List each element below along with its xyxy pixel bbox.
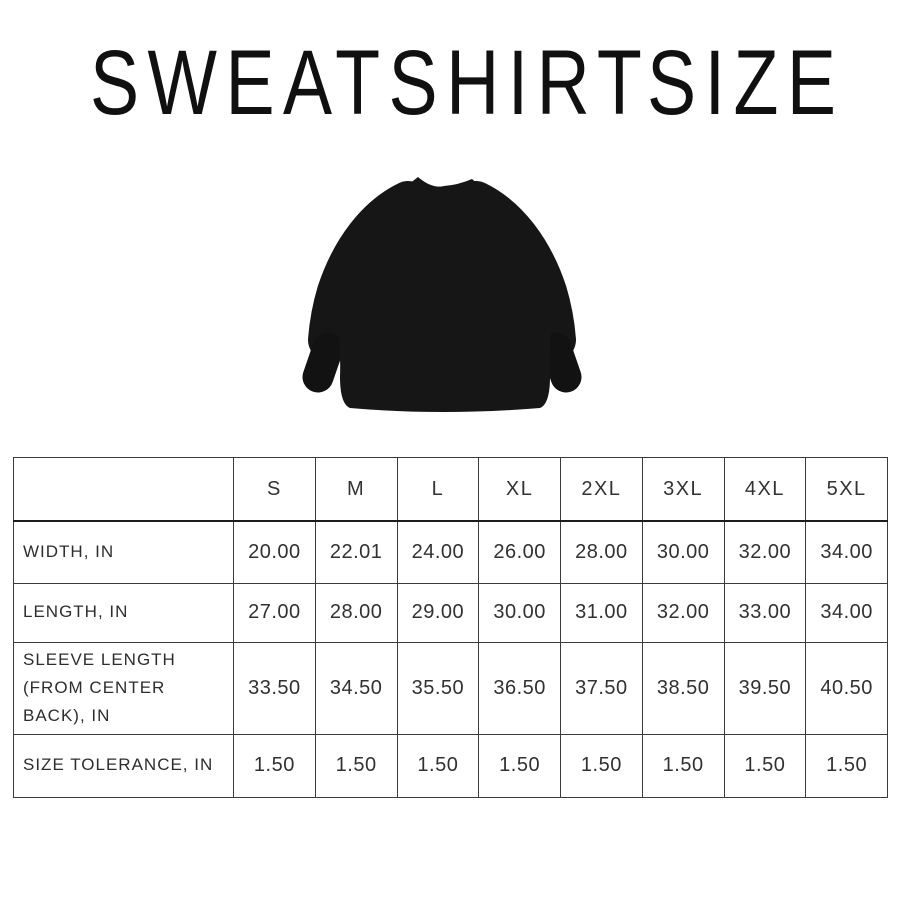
size-value-cell: 24.00 xyxy=(396,520,480,584)
page-title: SWEATSHIRT SIZE xyxy=(90,32,845,134)
table-row: SLEEVE LENGTH (FROM CENTER BACK), IN 33.5… xyxy=(13,641,888,735)
column-header-l: L xyxy=(396,457,480,522)
size-value-cell: 34.00 xyxy=(805,582,888,643)
size-value-cell: 20.00 xyxy=(233,520,316,584)
size-value-cell: 33.00 xyxy=(723,582,807,643)
sweatshirt-right-cuff xyxy=(540,332,582,393)
size-value-cell: 37.50 xyxy=(560,641,643,735)
size-value-cell: 29.00 xyxy=(396,582,480,643)
size-value-cell: 26.00 xyxy=(478,520,561,584)
size-table-body: WIDTH, IN 20.00 22.01 24.00 26.00 28.00 30.00 3… xyxy=(13,520,888,798)
size-table: S M L XL 2XL 3XL 4XL 5XL WIDTH, IN 20.00 22.01 24.… xyxy=(13,457,888,798)
size-value-cell: 1.50 xyxy=(723,733,807,798)
table-row: SIZE TOLERANCE, IN 1.50 1.50 1.50 1.50 1.50 1.… xyxy=(13,733,888,798)
size-value-cell: 1.50 xyxy=(560,733,643,798)
size-value-cell: 1.50 xyxy=(805,733,888,798)
row-label: LENGTH, IN xyxy=(13,582,234,643)
sweatshirt-body xyxy=(334,177,556,412)
size-value-cell: 27.00 xyxy=(233,582,316,643)
column-header-3xl: 3XL xyxy=(641,457,725,522)
corner-cell xyxy=(13,457,234,522)
size-value-cell: 40.50 xyxy=(805,641,888,735)
size-value-cell: 28.00 xyxy=(560,520,643,584)
size-value-cell: 1.50 xyxy=(396,733,480,798)
column-header-4xl: 4XL xyxy=(723,457,807,522)
column-header-2xl: 2XL xyxy=(560,457,643,522)
column-header-s: S xyxy=(233,457,316,522)
sweatshirt-left-cuff xyxy=(302,332,344,393)
size-value-cell: 35.50 xyxy=(396,641,480,735)
column-header-xl: XL xyxy=(478,457,561,522)
size-value-cell: 31.00 xyxy=(560,582,643,643)
size-value-cell: 1.50 xyxy=(478,733,561,798)
sweatshirt-back-graphic xyxy=(302,177,582,412)
row-label: WIDTH, IN xyxy=(13,520,234,584)
size-value-cell: 1.50 xyxy=(233,733,316,798)
size-value-cell: 34.00 xyxy=(805,520,888,584)
row-label: SLEEVE LENGTH (FROM CENTER BACK), IN xyxy=(13,641,234,735)
size-value-cell: 32.00 xyxy=(641,582,725,643)
size-value-cell: 28.00 xyxy=(314,582,398,643)
column-header-5xl: 5XL xyxy=(805,457,888,522)
size-value-cell: 22.01 xyxy=(314,520,398,584)
sweatshirt-image xyxy=(292,172,592,417)
size-value-cell: 32.00 xyxy=(723,520,807,584)
size-value-cell: 30.00 xyxy=(478,582,561,643)
size-value-cell: 36.50 xyxy=(478,641,561,735)
size-value-cell: 1.50 xyxy=(641,733,725,798)
row-label: SIZE TOLERANCE, IN xyxy=(13,733,234,798)
size-value-cell: 30.00 xyxy=(641,520,725,584)
column-header-m: M xyxy=(314,457,398,522)
size-value-cell: 38.50 xyxy=(641,641,725,735)
size-value-cell: 33.50 xyxy=(233,641,316,735)
table-row: LENGTH, IN 27.00 28.00 29.00 30.00 31.00 32.00… xyxy=(13,582,888,643)
size-value-cell: 34.50 xyxy=(314,641,398,735)
size-value-cell: 1.50 xyxy=(314,733,398,798)
size-table-head: S M L XL 2XL 3XL 4XL 5XL xyxy=(13,457,888,522)
table-row: WIDTH, IN 20.00 22.01 24.00 26.00 28.00 30.00 3… xyxy=(13,520,888,584)
size-value-cell: 39.50 xyxy=(723,641,807,735)
header-row: S M L XL 2XL 3XL 4XL 5XL xyxy=(13,457,888,522)
